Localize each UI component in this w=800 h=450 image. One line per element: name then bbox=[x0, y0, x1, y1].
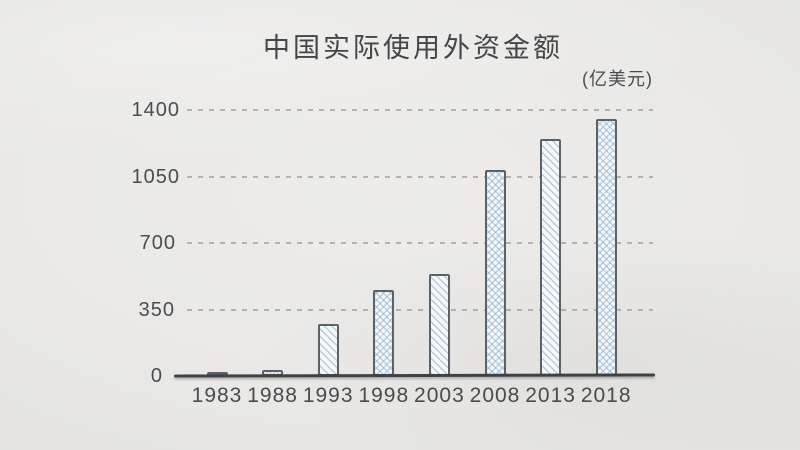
bar-2008 bbox=[484, 170, 506, 376]
plot-area bbox=[185, 109, 653, 376]
y-tick-label-700: 700 bbox=[139, 232, 176, 254]
gridline-1400 bbox=[187, 109, 653, 111]
bar-1993 bbox=[317, 324, 339, 376]
x-tick-label-2003: 2003 bbox=[414, 384, 465, 407]
unit-label: (亿美元) bbox=[582, 69, 653, 89]
y-tick-label-1400: 1400 bbox=[131, 99, 180, 121]
gridline-700 bbox=[187, 242, 653, 244]
bar-2018 bbox=[595, 119, 617, 376]
y-tick-label-0: 0 bbox=[150, 365, 163, 387]
bar-2013 bbox=[540, 139, 562, 376]
x-tick-label-1998: 1998 bbox=[358, 384, 410, 407]
bar-1998 bbox=[373, 290, 395, 376]
x-tick-label-2013: 2013 bbox=[525, 384, 576, 407]
bar-2003 bbox=[428, 274, 450, 376]
x-tick-label-2018: 2018 bbox=[580, 384, 632, 407]
x-tick-label-1983: 1983 bbox=[191, 384, 243, 407]
gridline-350 bbox=[187, 308, 653, 311]
chart-title: 中国实际使用外资金额 bbox=[263, 33, 563, 63]
x-tick-label-1993: 1993 bbox=[302, 384, 354, 407]
y-tick-label-350: 350 bbox=[138, 298, 175, 321]
x-tick-label-1988: 1988 bbox=[247, 384, 298, 407]
x-tick-label-2008: 2008 bbox=[469, 384, 521, 407]
x-axis-line bbox=[173, 373, 656, 378]
gridline-1050 bbox=[187, 175, 653, 178]
y-tick-label-1050: 1050 bbox=[131, 165, 180, 188]
